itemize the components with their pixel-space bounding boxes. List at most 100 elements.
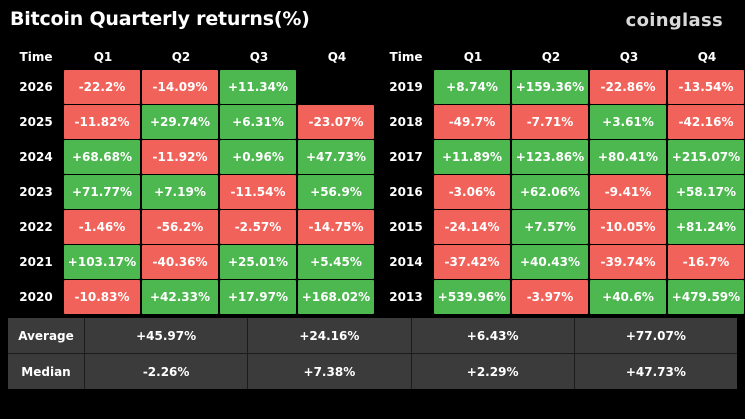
summary-value-q4: +77.07% (625, 328, 686, 343)
table-row: 2019 +8.74% +159.36% -22.86% -13.54% (378, 70, 745, 104)
return-cell-q1: +8.74% (434, 70, 510, 104)
return-cell-q3: +6.31% (220, 105, 296, 139)
return-cell-q3: +17.97% (220, 280, 296, 314)
table-row: 2020 -10.83% +42.33% +17.97% +168.02% (8, 280, 376, 314)
return-cell-q1: +103.17% (64, 245, 140, 279)
year-label: 2023 (19, 185, 53, 199)
return-cell-q4 (298, 70, 374, 104)
year-label: 2025 (19, 115, 53, 129)
header-q1: Q1 (93, 50, 113, 64)
table-row: 2021 +103.17% -40.36% +25.01% +5.45% (8, 245, 376, 279)
return-cell-q3: -11.54% (220, 175, 296, 209)
return-cell-q4: +47.73% (298, 140, 374, 174)
returns-table-right: Time Q1 Q2 Q3 Q4 2019 +8.74% +159.36% -22.8… (378, 44, 745, 315)
return-cell-q2: -40.36% (142, 245, 218, 279)
table-row: 2014 -37.42% +40.43% -39.74% -16.7% (378, 245, 745, 279)
return-cell-q2: +123.86% (512, 140, 588, 174)
summary-value-q4: +47.73% (625, 364, 686, 379)
return-cell-q2: +7.19% (142, 175, 218, 209)
year-label: 2020 (19, 290, 53, 304)
year-label: 2013 (389, 290, 423, 304)
return-cell-q4: +5.45% (298, 245, 374, 279)
header-q1: Q1 (463, 50, 483, 64)
page-title: Bitcoin Quarterly returns(%) (10, 8, 310, 30)
table-row: 2024 +68.68% -11.92% +0.96% +47.73% (8, 140, 376, 174)
summary-value-q3: +6.43% (412, 318, 575, 353)
returns-table-left: Time Q1 Q2 Q3 Q4 2026 -22.2% -14.09% +11.34… (8, 44, 376, 315)
year-label: 2026 (19, 80, 53, 94)
table-row: 2013 +539.96% -3.97% +40.6% +479.59% (378, 280, 745, 314)
return-cell-q1: -1.46% (64, 210, 140, 244)
header-q4: Q4 (327, 50, 347, 64)
return-cell-q1: +68.68% (64, 140, 140, 174)
year-label: 2021 (19, 255, 53, 269)
table-row: 2023 +71.77% +7.19% -11.54% +56.9% (8, 175, 376, 209)
return-cell-q1: +539.96% (434, 280, 510, 314)
header-time: Time (389, 50, 423, 64)
summary-value-q1: +45.97% (85, 318, 249, 353)
table-row: 2026 -22.2% -14.09% +11.34% (8, 70, 376, 104)
return-cell-q3: +3.61% (590, 105, 666, 139)
year-label: 2017 (389, 150, 423, 164)
return-cell-q3: +0.96% (220, 140, 296, 174)
table-row: 2018 -49.7% -7.71% +3.61% -42.16% (378, 105, 745, 139)
return-cell-q2: +7.57% (512, 210, 588, 244)
return-cell-q4: -42.16% (668, 105, 744, 139)
table-body: 2019 +8.74% +159.36% -22.86% -13.54% 2018 -49.… (378, 70, 745, 314)
table-body: 2026 -22.2% -14.09% +11.34% 2025 -11.82% +29.7… (8, 70, 376, 314)
return-cell-q3: +25.01% (220, 245, 296, 279)
return-cell-q2: +159.36% (512, 70, 588, 104)
return-cell-q1: -3.06% (434, 175, 510, 209)
summary-value-q3: +2.29% (412, 354, 575, 389)
summary-row-average: Average +45.97% +24.16% +6.43% +77.07% (8, 318, 737, 353)
year-label: 2015 (389, 220, 423, 234)
return-cell-q2: -3.97% (512, 280, 588, 314)
return-cell-q4: +56.9% (298, 175, 374, 209)
return-cell-q3: +40.6% (590, 280, 666, 314)
return-cell-q4: +215.07% (668, 140, 744, 174)
return-cell-q1: -49.7% (434, 105, 510, 139)
return-cell-q2: -14.09% (142, 70, 218, 104)
return-cell-q1: -22.2% (64, 70, 140, 104)
summary-table: Average +45.97% +24.16% +6.43% +77.07% Median… (8, 318, 737, 389)
return-cell-q4: -13.54% (668, 70, 744, 104)
header-q3: Q3 (619, 50, 639, 64)
return-cell-q4: +58.17% (668, 175, 744, 209)
header-q2: Q2 (541, 50, 561, 64)
return-cell-q1: -11.82% (64, 105, 140, 139)
summary-value-q2: +7.38% (248, 354, 412, 389)
header-q2: Q2 (171, 50, 191, 64)
header-row: Time Q1 Q2 Q3 Q4 (378, 44, 745, 70)
year-label: 2022 (19, 220, 53, 234)
header-q4: Q4 (697, 50, 717, 64)
return-cell-q3: -9.41% (590, 175, 666, 209)
return-cell-q3: +80.41% (590, 140, 666, 174)
summary-value-q2: +24.16% (248, 318, 412, 353)
return-cell-q1: +11.89% (434, 140, 510, 174)
header-row: Time Q1 Q2 Q3 Q4 (8, 44, 376, 70)
return-cell-q4: +81.24% (668, 210, 744, 244)
return-cell-q4: -14.75% (298, 210, 374, 244)
year-label: 2014 (389, 255, 423, 269)
return-cell-q2: +40.43% (512, 245, 588, 279)
return-cell-q2: +62.06% (512, 175, 588, 209)
return-cell-q1: -24.14% (434, 210, 510, 244)
summary-label: Median (8, 354, 85, 389)
coinglass-logo: coinglass (625, 10, 723, 31)
table-row: 2022 -1.46% -56.2% -2.57% -14.75% (8, 210, 376, 244)
table-row: 2016 -3.06% +62.06% -9.41% +58.17% (378, 175, 745, 209)
return-cell-q3: +11.34% (220, 70, 296, 104)
return-cell-q2: +29.74% (142, 105, 218, 139)
return-cell-q3: -2.57% (220, 210, 296, 244)
return-cell-q4: +168.02% (298, 280, 374, 314)
year-label: 2019 (389, 80, 423, 94)
summary-label: Average (8, 318, 85, 353)
return-cell-q2: +42.33% (142, 280, 218, 314)
return-cell-q3: -39.74% (590, 245, 666, 279)
return-cell-q4: -16.7% (668, 245, 744, 279)
summary-row-median: Median -2.26% +7.38% +2.29% +47.73% (8, 353, 737, 389)
table-row: 2015 -24.14% +7.57% -10.05% +81.24% (378, 210, 745, 244)
header-q3: Q3 (249, 50, 269, 64)
return-cell-q1: -10.83% (64, 280, 140, 314)
summary-value-q1: -2.26% (85, 354, 249, 389)
